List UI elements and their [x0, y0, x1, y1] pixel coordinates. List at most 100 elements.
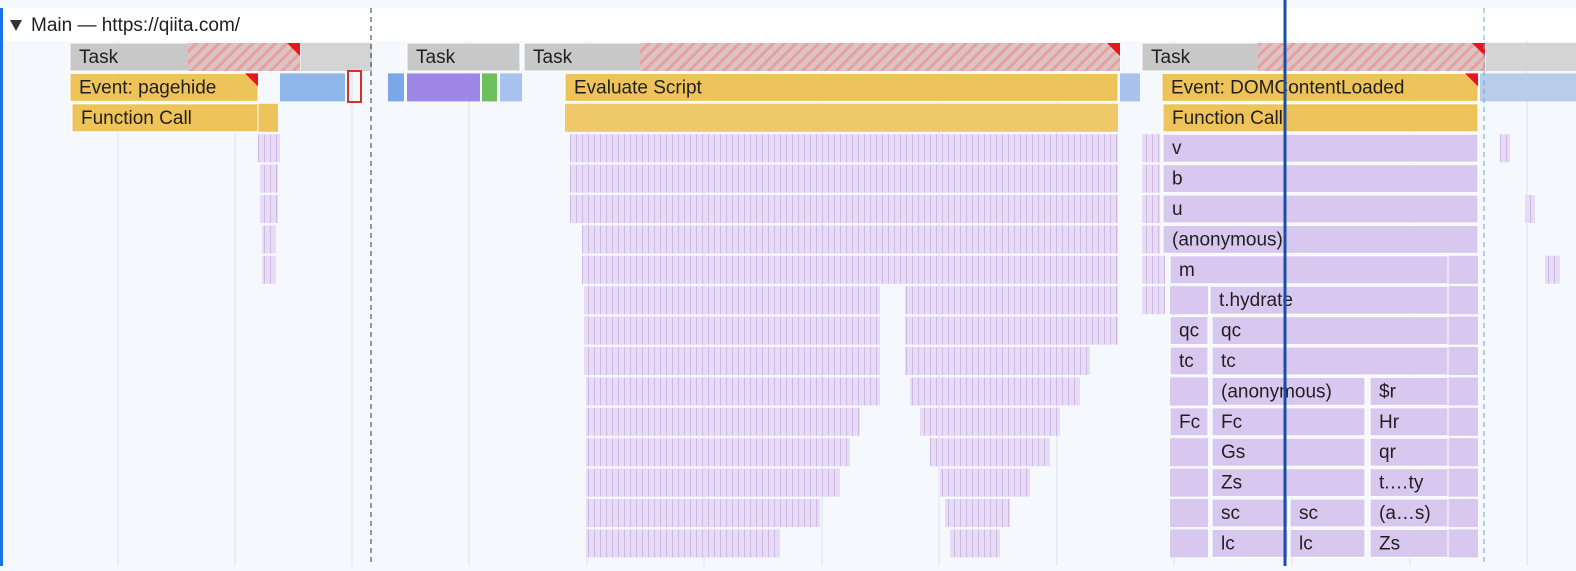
- slice: [300, 43, 372, 71]
- slice: [500, 73, 522, 102]
- call-block[interactable]: [1369, 468, 1449, 498]
- slice: [1142, 164, 1160, 193]
- call-block[interactable]: [69, 72, 259, 102]
- warning-corner: [287, 43, 300, 56]
- slice: [1448, 407, 1478, 436]
- slice: [945, 499, 1010, 527]
- slice: [570, 164, 1118, 193]
- block-label: Task: [416, 47, 456, 68]
- slice: [280, 73, 345, 102]
- slice: [1142, 286, 1165, 315]
- call-block[interactable]: [1162, 133, 1479, 163]
- task-block[interactable]: [406, 42, 521, 72]
- slice: [1170, 529, 1208, 558]
- block-label: tc: [1179, 351, 1194, 372]
- block-label: (anonymous): [1221, 381, 1332, 402]
- call-block[interactable]: [1369, 498, 1449, 528]
- slice: [1448, 286, 1478, 315]
- slice: [262, 255, 276, 284]
- call-block[interactable]: [1211, 407, 1366, 437]
- block-label: Task: [79, 47, 119, 68]
- call-block[interactable]: [1369, 528, 1449, 558]
- call-block[interactable]: [1289, 528, 1366, 558]
- slice: [260, 164, 278, 193]
- slice: [1485, 43, 1576, 71]
- warning-corner: [1472, 43, 1485, 56]
- call-block[interactable]: [1169, 407, 1209, 437]
- track-header[interactable]: [3, 8, 1576, 41]
- call-block[interactable]: [1369, 376, 1449, 406]
- slice: [905, 347, 1090, 375]
- call-block[interactable]: [1162, 164, 1479, 194]
- block-label: Hr: [1379, 412, 1400, 433]
- warning-corner: [1107, 43, 1120, 56]
- block-label: b: [1172, 169, 1183, 190]
- call-block[interactable]: [71, 103, 259, 133]
- block-label: Task: [1151, 47, 1191, 68]
- block-label: tc: [1221, 351, 1236, 372]
- slice: [1170, 377, 1208, 406]
- call-block[interactable]: [1161, 72, 1479, 102]
- block-label: sc: [1299, 503, 1318, 524]
- slice: [262, 225, 276, 254]
- call-block[interactable]: [1289, 498, 1366, 528]
- slice: [905, 286, 1118, 315]
- slice: [1120, 73, 1140, 102]
- call-block[interactable]: [1162, 194, 1479, 224]
- slice: [1448, 255, 1478, 284]
- slice: [930, 438, 1050, 467]
- call-block[interactable]: [1169, 316, 1209, 346]
- block-label: Evaluate Script: [574, 77, 703, 98]
- slice: [950, 529, 1000, 558]
- slice: [1448, 499, 1478, 527]
- slice: [586, 407, 860, 436]
- slice: [1448, 377, 1478, 406]
- block-label: Function Call: [81, 108, 192, 129]
- slice: [1142, 195, 1160, 223]
- call-block[interactable]: [1369, 407, 1449, 437]
- slice: [1448, 347, 1478, 375]
- block-label: Task: [533, 47, 573, 68]
- call-block[interactable]: [1169, 255, 1449, 285]
- block-label: Gs: [1221, 442, 1245, 463]
- block-label: m: [1179, 260, 1195, 281]
- collapse-arrow[interactable]: [10, 20, 22, 31]
- call-block[interactable]: [1162, 103, 1479, 133]
- slice: [1170, 286, 1208, 315]
- call-block[interactable]: [1211, 468, 1366, 498]
- slice: [1525, 195, 1535, 223]
- call-block[interactable]: [1369, 437, 1449, 467]
- long-task-overlay: [188, 43, 300, 71]
- call-block[interactable]: [564, 72, 1119, 102]
- slice: [1170, 499, 1208, 527]
- call-block[interactable]: [1211, 528, 1289, 558]
- slice: [586, 529, 780, 558]
- slice: [1545, 255, 1560, 284]
- slice: [1170, 468, 1208, 497]
- slice: [584, 316, 880, 345]
- slice: [1480, 73, 1576, 102]
- call-block[interactable]: [1211, 498, 1289, 528]
- slice: [1448, 316, 1478, 345]
- slice: [940, 468, 1030, 497]
- call-block[interactable]: [1211, 346, 1449, 376]
- slice: [582, 255, 1118, 284]
- slice: [584, 286, 880, 315]
- block-label: Function Call: [1172, 108, 1283, 129]
- selection[interactable]: [347, 70, 362, 103]
- slice: [1448, 438, 1478, 467]
- block-label: Event: pagehide: [79, 77, 216, 98]
- slice: [1142, 225, 1160, 254]
- call-block[interactable]: [1211, 376, 1366, 406]
- call-block[interactable]: [1211, 316, 1449, 346]
- block-label: lc: [1299, 533, 1313, 554]
- call-block[interactable]: [1162, 224, 1479, 254]
- block-label: Event: DOMContentLoaded: [1171, 77, 1404, 98]
- slice: [1142, 134, 1160, 163]
- call-block[interactable]: [1209, 285, 1449, 315]
- slice: [1448, 468, 1478, 497]
- call-block[interactable]: [1169, 346, 1209, 376]
- call-block[interactable]: [1211, 437, 1366, 467]
